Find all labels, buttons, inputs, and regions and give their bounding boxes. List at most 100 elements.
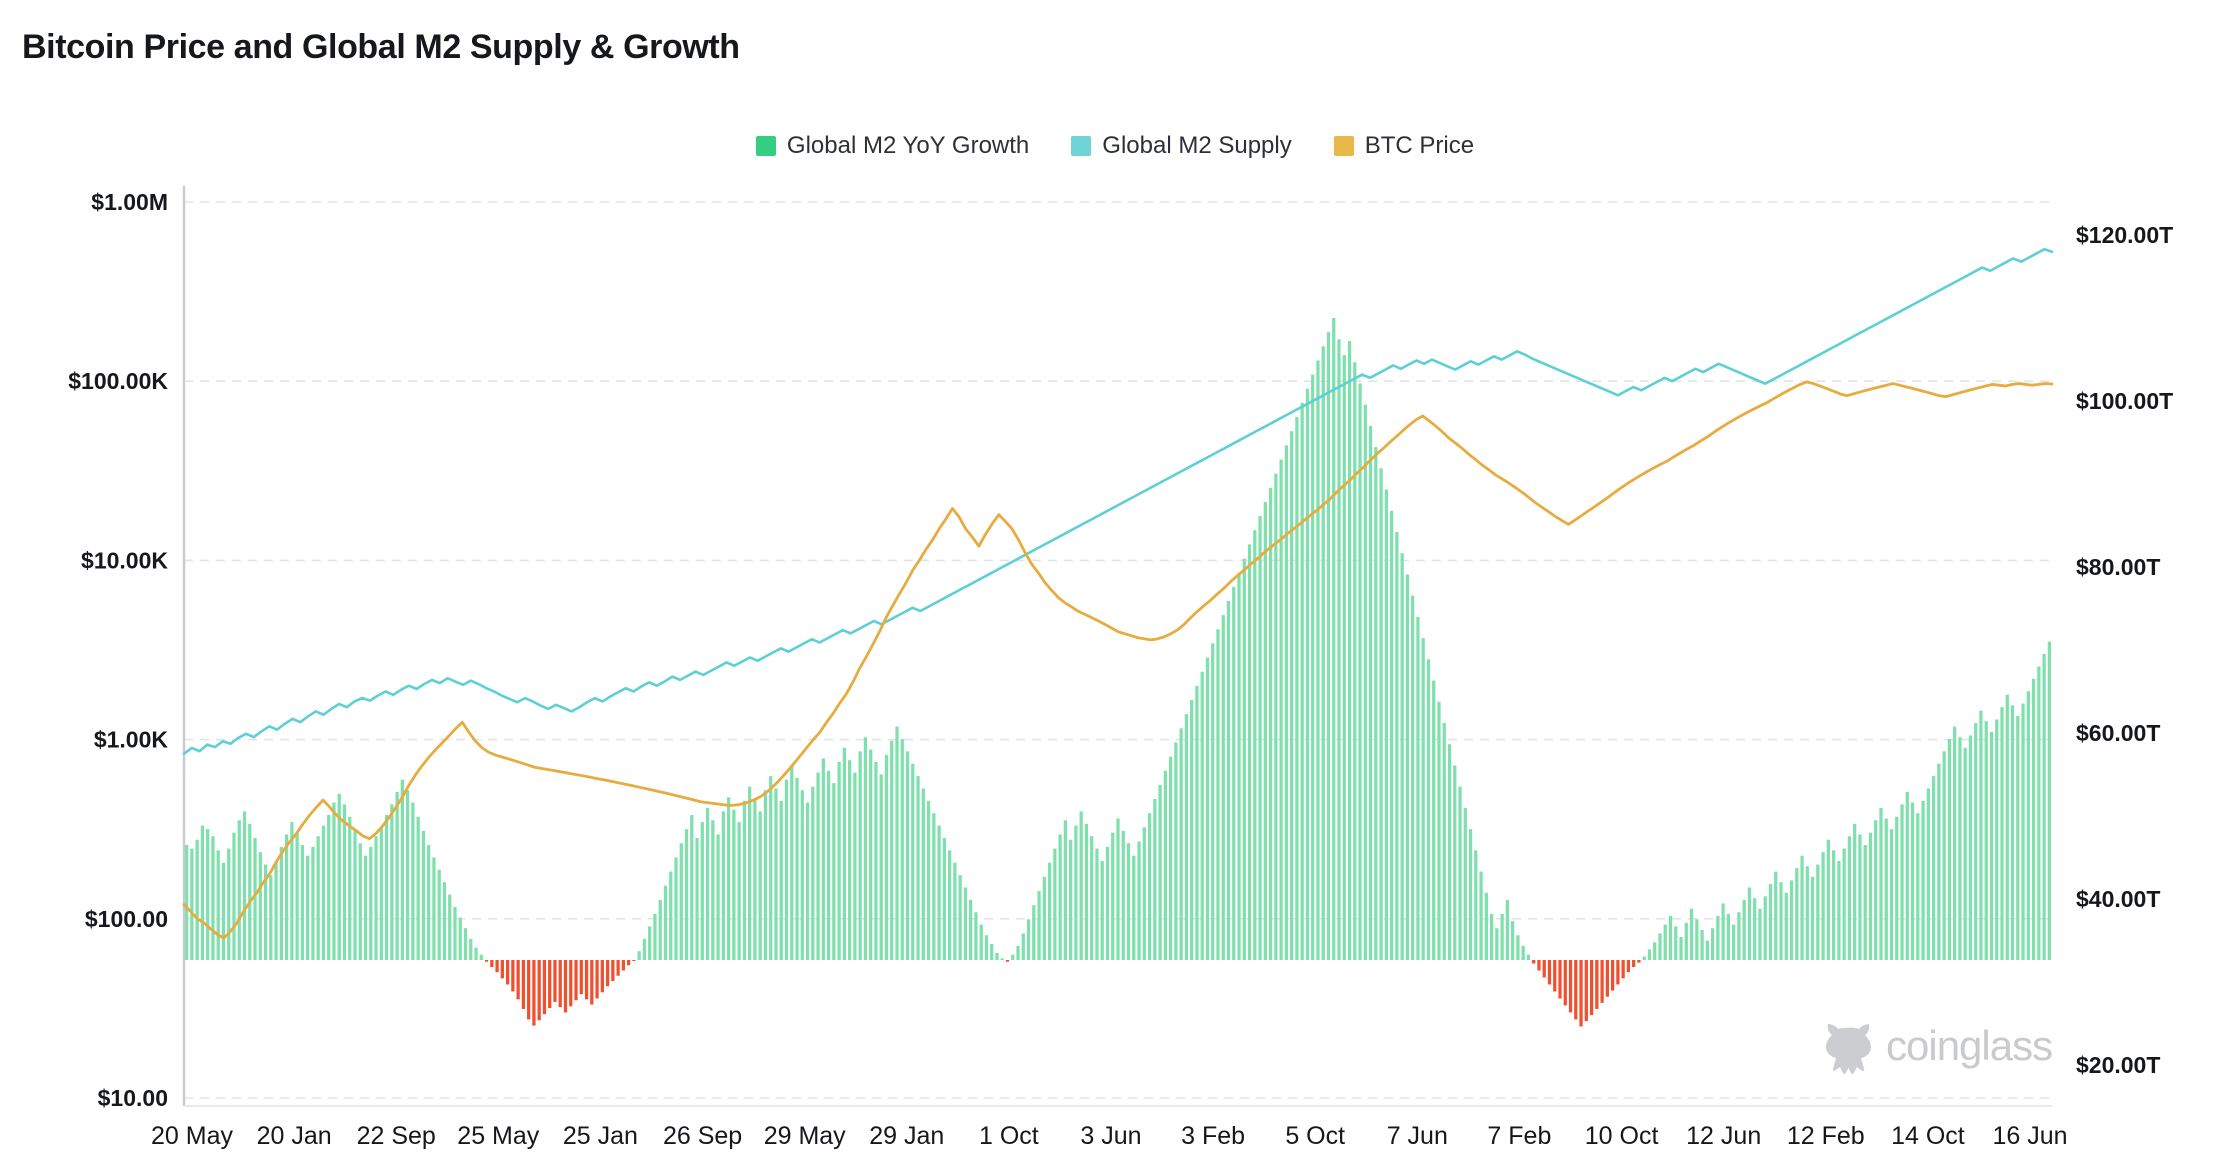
growth-bar <box>542 960 547 1015</box>
legend-label-global-m2-supply: Global M2 Supply <box>1102 132 1292 159</box>
growth-bar <box>1042 876 1046 960</box>
growth-bar <box>527 960 531 1020</box>
legend-swatch-cyan <box>1071 136 1092 156</box>
growth-bar <box>826 770 831 960</box>
growth-bar <box>1468 829 1473 960</box>
growth-bar <box>890 740 894 960</box>
growth-bar <box>390 804 394 960</box>
growth-bar <box>1121 830 1125 960</box>
growth-bar <box>1347 340 1352 960</box>
right-axis-tick: $20.00T <box>2076 1052 2160 1078</box>
growth-bar <box>1000 958 1004 960</box>
legend-swatch-gold <box>1333 136 1354 156</box>
legend-label-btc-price: BTC Price <box>1364 132 1475 159</box>
x-axis-tick: 29 May <box>764 1122 846 1150</box>
growth-bar <box>1437 701 1441 960</box>
growth-bar <box>1069 839 1073 960</box>
growth-bar <box>511 960 515 992</box>
growth-bar <box>237 820 241 960</box>
growth-bar <box>1974 723 1978 960</box>
growth-bar <box>1784 892 1788 960</box>
growth-bar <box>1463 807 1467 960</box>
growth-bar <box>348 816 352 960</box>
growth-bar <box>1342 355 1346 960</box>
growth-bar <box>474 947 478 960</box>
growth-bar <box>1395 532 1399 960</box>
growth-bar <box>584 960 589 1000</box>
left-axis-tick: $1.00M <box>91 189 168 215</box>
growth-bar <box>1142 827 1146 960</box>
growth-bar <box>774 788 778 960</box>
growth-bar <box>232 832 236 960</box>
growth-bar <box>1316 360 1320 960</box>
growth-bar <box>600 960 604 993</box>
growth-bar <box>1516 935 1520 960</box>
growth-bar <box>2010 705 2015 960</box>
growth-bar <box>1058 834 1062 960</box>
growth-bar <box>1063 820 1068 960</box>
growth-bar <box>784 779 789 960</box>
growth-bar <box>1379 468 1383 960</box>
growth-bar <box>1937 763 1941 960</box>
growth-bar <box>858 751 862 960</box>
growth-bar <box>400 779 404 960</box>
growth-bar <box>1695 919 1699 960</box>
growth-bar <box>1989 731 1994 960</box>
growth-bar <box>1411 595 1415 960</box>
growth-bar <box>1868 832 1873 960</box>
growth-bar <box>406 790 410 960</box>
x-axis-tick-labels: 20 May 20 Jan 22 Sep 25 May 25 Jan 26 Sep 29 M… <box>151 1122 2068 1150</box>
growth-bar <box>1090 836 1094 960</box>
right-axis-tick: $80.00T <box>2076 554 2160 580</box>
growth-bar <box>374 836 378 960</box>
growth-bar <box>911 763 915 960</box>
growth-bar <box>895 726 899 960</box>
growth-bar <box>1526 954 1531 960</box>
growth-bar <box>332 802 336 960</box>
growth-bar <box>1979 710 1983 960</box>
growth-bar <box>1274 473 1278 960</box>
growth-bar <box>295 832 299 960</box>
growth-bar <box>1847 836 1852 960</box>
growth-bar <box>490 960 494 967</box>
growth-bar <box>1100 860 1104 960</box>
growth-bar <box>853 772 857 960</box>
growth-bar <box>416 816 420 960</box>
x-axis-tick: 20 Jan <box>257 1122 332 1150</box>
growth-bar <box>1153 799 1157 960</box>
growth-bar <box>1942 751 1946 960</box>
growth-bar <box>1353 362 1357 961</box>
growth-bar <box>1668 915 1673 960</box>
right-axis-tick: $120.00T <box>2076 222 2173 248</box>
growth-bar <box>1563 960 1567 1006</box>
growth-bar <box>779 800 783 960</box>
growth-bar <box>742 800 747 960</box>
growth-bar <box>1211 643 1215 960</box>
growth-bar <box>1200 671 1204 960</box>
growth-bar <box>1747 887 1752 960</box>
growth-bar <box>763 790 768 960</box>
growth-bar <box>1021 933 1025 960</box>
x-axis-tick: 7 Feb <box>1487 1122 1551 1150</box>
growth-bar <box>1574 960 1578 1020</box>
growth-bar <box>1774 871 1778 960</box>
legend-item-global-m2-yoy-growth[interactable]: Global M2 YoY Growth <box>755 132 1029 160</box>
growth-bar <box>1889 829 1894 960</box>
right-axis-tick: $40.00T <box>2076 886 2160 912</box>
growth-bar <box>1026 919 1031 960</box>
growth-bar <box>2021 703 2025 960</box>
growth-bar <box>984 935 989 960</box>
growth-bar <box>395 791 399 960</box>
growth-bar <box>590 960 594 1005</box>
growth-bar <box>1589 960 1594 1016</box>
global-m2-supply-line <box>182 247 2054 755</box>
legend-item-global-m2-supply[interactable]: Global M2 Supply <box>1071 132 1292 160</box>
growth-bar <box>1421 638 1425 960</box>
legend-item-btc-price[interactable]: BTC Price <box>1333 132 1475 160</box>
legend-swatch-green <box>755 136 776 156</box>
growth-bar <box>726 797 731 960</box>
growth-bar <box>1184 714 1189 960</box>
right-axis-tick-labels: $120.00T $100.00T $80.00T $60.00T $40.00T $20… <box>2076 222 2173 1078</box>
